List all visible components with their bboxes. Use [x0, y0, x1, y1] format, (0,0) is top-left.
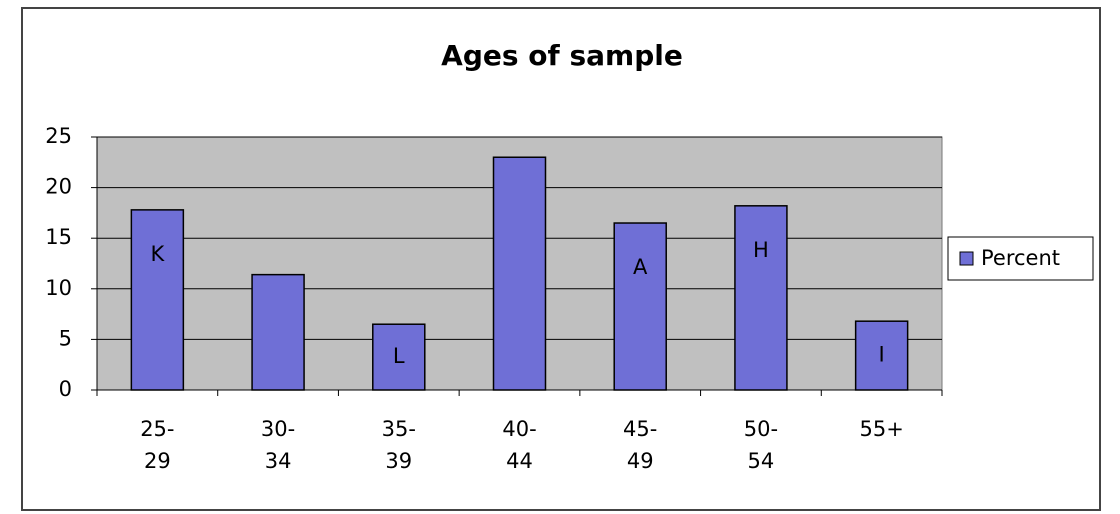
x-tick-label: 55+	[859, 417, 903, 441]
bar-label: L	[393, 344, 405, 368]
x-tick-label: 30-34	[261, 417, 295, 473]
y-tick-label: 25	[45, 124, 72, 148]
x-tick-label: 35-39	[382, 417, 416, 473]
bar-label: H	[753, 238, 769, 262]
y-tick-label: 15	[45, 225, 72, 249]
bar	[251, 273, 305, 391]
y-tick-label: 20	[45, 175, 72, 199]
y-tick-label: 0	[59, 377, 72, 401]
bar-label: I	[879, 343, 885, 367]
legend-swatch	[959, 251, 974, 266]
bar	[492, 156, 547, 391]
y-tick-label: 10	[45, 276, 72, 300]
bar	[372, 323, 426, 391]
y-tick-label: 5	[59, 326, 72, 350]
x-tick-label: 45-49	[623, 417, 657, 473]
bar-label: K	[150, 242, 165, 266]
bar	[130, 209, 185, 391]
legend-label: Percent	[981, 246, 1060, 270]
x-tick-label: 50-54	[744, 417, 778, 473]
x-tick-label: 40-44	[502, 417, 536, 473]
bar-label: A	[633, 255, 648, 279]
bar	[734, 205, 788, 391]
bar	[613, 222, 667, 391]
x-tick-label: 25-29	[140, 417, 174, 473]
bar	[854, 320, 909, 391]
chart-title: Ages of sample	[441, 39, 683, 72]
